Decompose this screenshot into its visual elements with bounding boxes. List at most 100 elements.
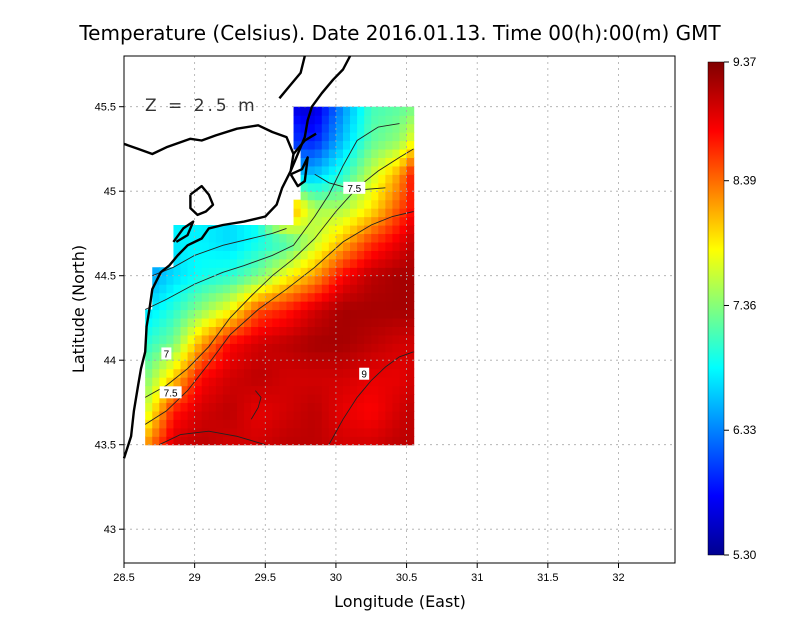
temperature-cell bbox=[152, 351, 160, 361]
temperature-cell bbox=[237, 394, 245, 404]
temperature-cell bbox=[371, 106, 379, 116]
temperature-cell bbox=[293, 394, 302, 404]
temperature-cell bbox=[229, 377, 238, 387]
temperature-cell bbox=[328, 385, 337, 395]
temperature-cell bbox=[392, 343, 401, 353]
temperature-cell bbox=[279, 233, 288, 243]
coastline-segment bbox=[292, 132, 317, 155]
temperature-cell bbox=[321, 216, 330, 226]
temperature-cell bbox=[392, 191, 401, 201]
temperature-cell bbox=[300, 326, 309, 336]
temperature-cell bbox=[342, 394, 351, 404]
temperature-cell bbox=[307, 402, 316, 412]
temperature-cell bbox=[244, 368, 252, 378]
temperature-cell bbox=[307, 199, 316, 209]
temperature-cell bbox=[357, 191, 365, 201]
y-tick-label: 44 bbox=[104, 355, 116, 367]
temperature-cell bbox=[222, 267, 231, 277]
temperature-cell bbox=[399, 275, 408, 285]
temperature-cell bbox=[357, 132, 365, 142]
temperature-cell bbox=[300, 343, 309, 353]
temperature-cell bbox=[244, 334, 252, 344]
temperature-cell bbox=[251, 427, 259, 437]
temperature-cell bbox=[357, 123, 365, 133]
temperature-cell bbox=[357, 258, 365, 268]
temperature-cell bbox=[173, 377, 182, 387]
temperature-cell bbox=[222, 250, 231, 260]
temperature-cell bbox=[180, 225, 189, 235]
temperature-cell bbox=[244, 436, 252, 446]
temperature-cell bbox=[378, 326, 386, 336]
temperature-cell bbox=[392, 326, 401, 336]
temperature-cell bbox=[215, 419, 224, 429]
temperature-cell bbox=[321, 326, 330, 336]
temperature-cell bbox=[293, 225, 302, 235]
temperature-cell bbox=[314, 368, 323, 378]
temperature-cell bbox=[321, 436, 330, 446]
temperature-cell bbox=[187, 343, 196, 353]
temperature-cell bbox=[350, 241, 358, 251]
temperature-cell bbox=[300, 241, 309, 251]
temperature-cell bbox=[222, 394, 231, 404]
temperature-cell bbox=[222, 377, 231, 387]
contour-label: 7.5 bbox=[164, 388, 178, 399]
temperature-cell bbox=[392, 284, 401, 294]
temperature-cell bbox=[215, 436, 224, 446]
temperature-cell bbox=[251, 258, 259, 268]
coastline-segment bbox=[172, 220, 195, 243]
temperature-cell bbox=[321, 394, 330, 404]
temperature-cell bbox=[244, 410, 252, 420]
temperature-cell bbox=[406, 436, 415, 446]
temperature-cell bbox=[145, 343, 153, 353]
y-tick-label: 45.5 bbox=[95, 102, 116, 114]
temperature-cell bbox=[371, 436, 379, 446]
temperature-cell bbox=[215, 284, 224, 294]
temperature-cell bbox=[286, 292, 295, 302]
temperature-cell bbox=[222, 275, 231, 285]
temperature-cell bbox=[328, 115, 337, 125]
temperature-cell bbox=[328, 106, 337, 116]
temperature-cell bbox=[350, 317, 358, 327]
temperature-cell bbox=[215, 343, 224, 353]
temperature-cell bbox=[328, 267, 337, 277]
temperature-cell bbox=[145, 351, 153, 361]
temperature-cell bbox=[357, 241, 365, 251]
temperature-cell bbox=[180, 360, 189, 370]
temperature-cell bbox=[328, 292, 337, 302]
temperature-cell bbox=[307, 394, 316, 404]
temperature-cell bbox=[180, 258, 189, 268]
temperature-cell bbox=[371, 385, 379, 395]
temperature-cell bbox=[286, 250, 295, 260]
temperature-cell bbox=[321, 292, 330, 302]
temperature-cell bbox=[272, 436, 281, 446]
temperature-cell bbox=[321, 148, 330, 158]
temperature-cell bbox=[222, 368, 231, 378]
temperature-cell bbox=[307, 309, 316, 319]
temperature-cell bbox=[406, 360, 415, 370]
temperature-cell bbox=[350, 115, 358, 125]
temperature-cell bbox=[307, 225, 316, 235]
temperature-cell bbox=[335, 326, 344, 336]
temperature-cell bbox=[237, 225, 245, 235]
temperature-cell bbox=[364, 360, 372, 370]
temperature-cell bbox=[215, 326, 224, 336]
temperature-cell bbox=[187, 427, 196, 437]
temperature-cell bbox=[300, 436, 309, 446]
temperature-cell bbox=[321, 182, 330, 192]
temperature-cell bbox=[357, 309, 365, 319]
temperature-cell bbox=[244, 427, 252, 437]
temperature-cell bbox=[194, 292, 203, 302]
temperature-cell bbox=[208, 301, 217, 311]
temperature-cell bbox=[244, 394, 252, 404]
temperature-cell bbox=[300, 301, 309, 311]
temperature-cell bbox=[314, 377, 323, 387]
temperature-cell bbox=[244, 351, 252, 361]
temperature-cell bbox=[279, 258, 288, 268]
temperature-cell bbox=[159, 377, 167, 387]
temperature-cell bbox=[392, 427, 401, 437]
temperature-cell bbox=[364, 148, 372, 158]
temperature-cell bbox=[378, 106, 386, 116]
temperature-cell bbox=[152, 419, 160, 429]
temperature-cell bbox=[208, 334, 217, 344]
temperature-cell bbox=[335, 292, 344, 302]
